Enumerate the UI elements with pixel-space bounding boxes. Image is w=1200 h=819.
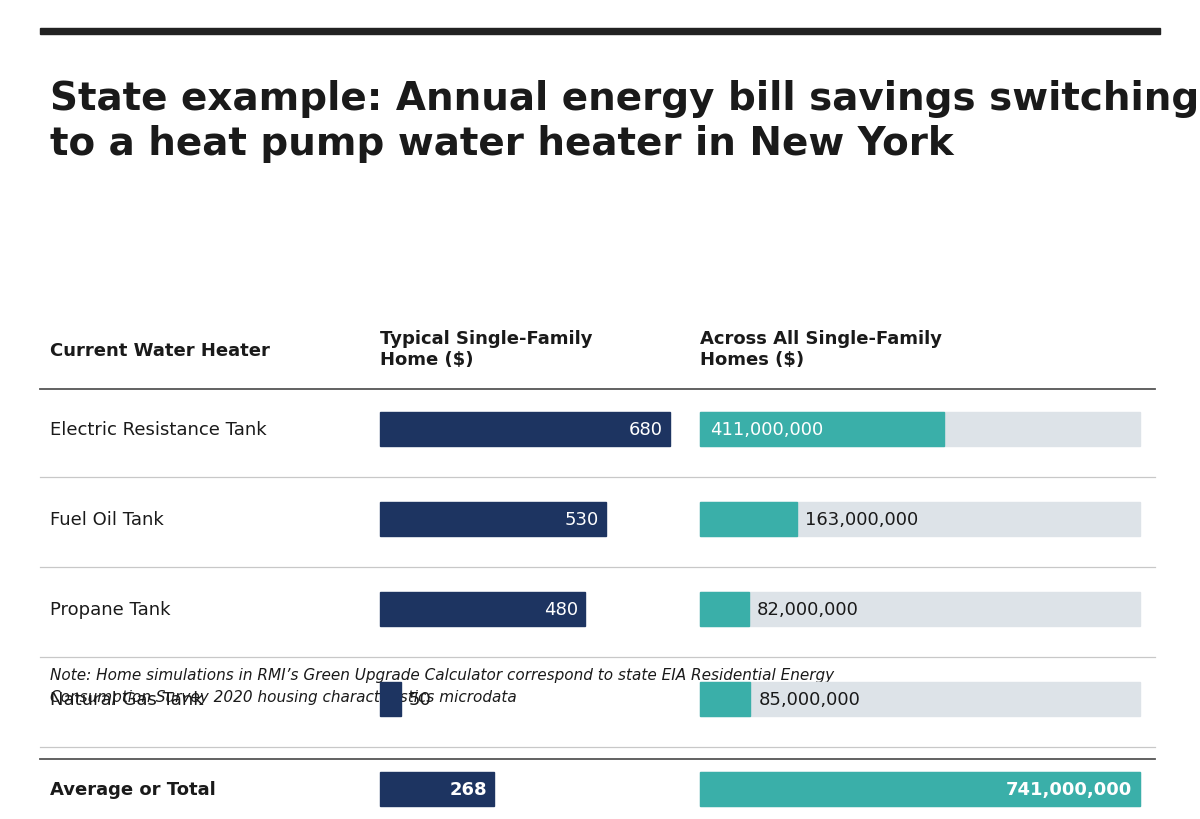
Text: Fuel Oil Tank: Fuel Oil Tank bbox=[50, 510, 163, 528]
Text: Average or Total: Average or Total bbox=[50, 780, 216, 798]
Bar bbox=[700, 502, 797, 536]
Bar bbox=[380, 413, 670, 446]
Text: Note: Home simulations in RMI’s Green Upgrade Calculator correspond to state EIA: Note: Home simulations in RMI’s Green Up… bbox=[50, 667, 834, 704]
Bar bbox=[700, 413, 1140, 446]
Bar bbox=[700, 682, 1140, 716]
Text: Propane Tank: Propane Tank bbox=[50, 600, 170, 618]
Text: Current Water Heater: Current Water Heater bbox=[50, 342, 270, 360]
Text: 50: 50 bbox=[408, 690, 431, 708]
Text: 268: 268 bbox=[450, 780, 487, 798]
Bar bbox=[380, 592, 584, 627]
Text: Typical Single-Family
Home ($): Typical Single-Family Home ($) bbox=[380, 329, 593, 369]
Text: 680: 680 bbox=[629, 420, 662, 438]
Text: Across All Single-Family
Homes ($): Across All Single-Family Homes ($) bbox=[700, 329, 942, 369]
Bar bbox=[700, 592, 749, 627]
Bar bbox=[700, 592, 1140, 627]
Text: to a heat pump water heater in New York: to a heat pump water heater in New York bbox=[50, 124, 954, 163]
Text: State example: Annual energy bill savings switching: State example: Annual energy bill saving… bbox=[50, 80, 1199, 118]
Bar bbox=[700, 682, 750, 716]
Bar bbox=[380, 682, 401, 716]
Text: 82,000,000: 82,000,000 bbox=[757, 600, 858, 618]
Text: 163,000,000: 163,000,000 bbox=[805, 510, 918, 528]
Bar bbox=[700, 413, 944, 446]
Text: 530: 530 bbox=[565, 510, 599, 528]
Bar bbox=[700, 772, 1140, 806]
Text: 741,000,000: 741,000,000 bbox=[1006, 780, 1132, 798]
Bar bbox=[380, 772, 494, 806]
Bar bbox=[40, 29, 1160, 35]
Text: 85,000,000: 85,000,000 bbox=[758, 690, 860, 708]
Text: 480: 480 bbox=[544, 600, 577, 618]
Bar bbox=[700, 772, 1140, 806]
Text: Natural Gas Tank: Natural Gas Tank bbox=[50, 690, 204, 708]
Bar bbox=[700, 502, 1140, 536]
Bar bbox=[380, 502, 606, 536]
Text: Electric Resistance Tank: Electric Resistance Tank bbox=[50, 420, 266, 438]
Text: 411,000,000: 411,000,000 bbox=[710, 420, 823, 438]
